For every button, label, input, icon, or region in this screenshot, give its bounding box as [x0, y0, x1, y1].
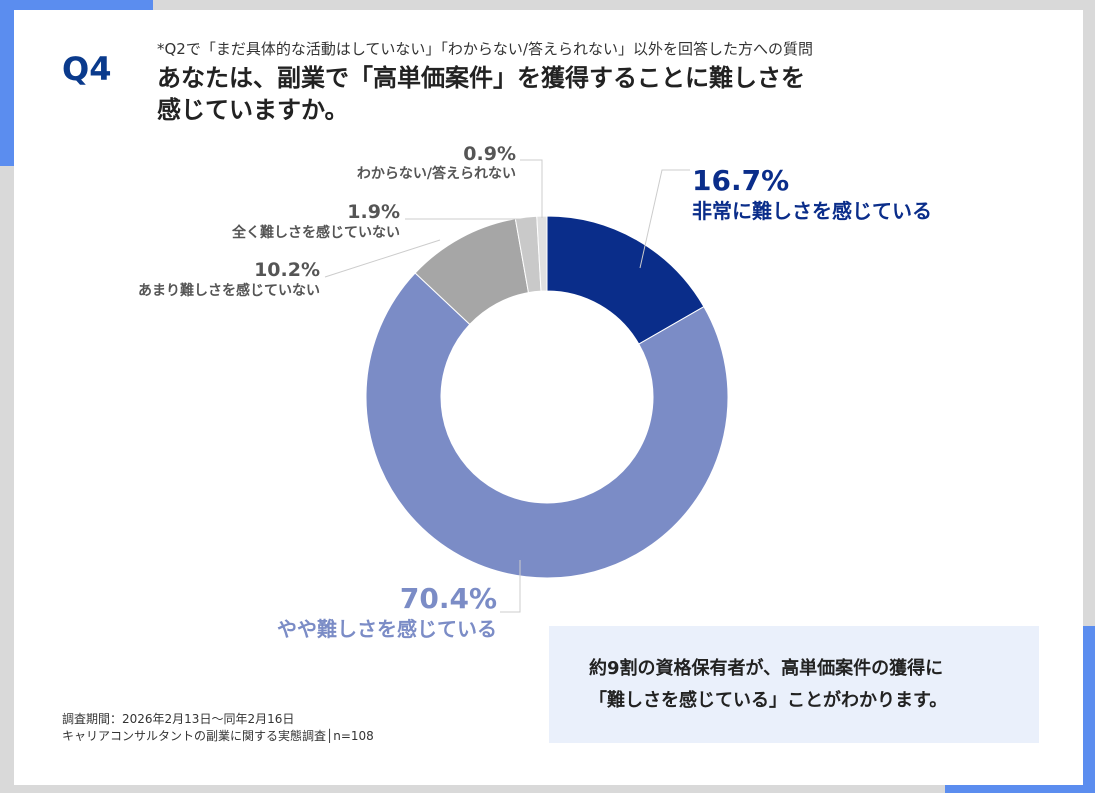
title-line-1: あなたは、副業で「高単価案件」を獲得することに難しさを: [157, 64, 805, 92]
slice-value-label-1: 70.4%: [400, 582, 497, 615]
callout-line-1: 約9割の資格保有者が、高単価案件の獲得に: [589, 658, 944, 679]
slice-value-label-3: 1.9%: [347, 201, 400, 223]
leader-line-1: [500, 560, 521, 613]
leader-line-2: [324, 239, 441, 278]
slice-value-label-4: 0.9%: [463, 143, 516, 165]
survey-period: 調査期間：2026年2月13日～同年2月16日: [62, 712, 295, 726]
slice-category-label-0: 非常に難しさを感じている: [692, 199, 932, 223]
leader-line-0: [639, 169, 690, 269]
slice-category-label-4: わからない/答えられない: [357, 165, 516, 182]
callout-line-2: 「難しさを感じている」ことがわかります。: [589, 690, 948, 711]
donut-slice-1: [365, 272, 729, 579]
slice-value-label-2: 10.2%: [254, 259, 320, 281]
donut-slice-4: [536, 215, 548, 292]
slice-value-label-0: 16.7%: [692, 164, 789, 197]
callout-box: 約9割の資格保有者が、高単価案件の獲得に 「難しさを感じている」ことがわかります…: [549, 626, 1039, 743]
question-number: Q4: [62, 50, 112, 88]
slice-category-label-3: 全く難しさを感じていない: [231, 224, 400, 241]
question-title: あなたは、副業で「高単価案件」を獲得することに難しさを 感じていますか。: [157, 62, 857, 126]
survey-info: キャリアコンサルタントの副業に関する実態調査│n=108: [62, 729, 374, 743]
slice-category-label-1: やや難しさを感じている: [277, 617, 497, 641]
slice-category-label-2: あまり難しさを感じていない: [138, 282, 320, 299]
question-note: *Q2で「まだ具体的な活動はしていない」「わからない/答えられない」以外を回答し…: [157, 40, 813, 58]
title-line-2: 感じていますか。: [157, 96, 349, 124]
leader-line-4: [520, 159, 543, 218]
